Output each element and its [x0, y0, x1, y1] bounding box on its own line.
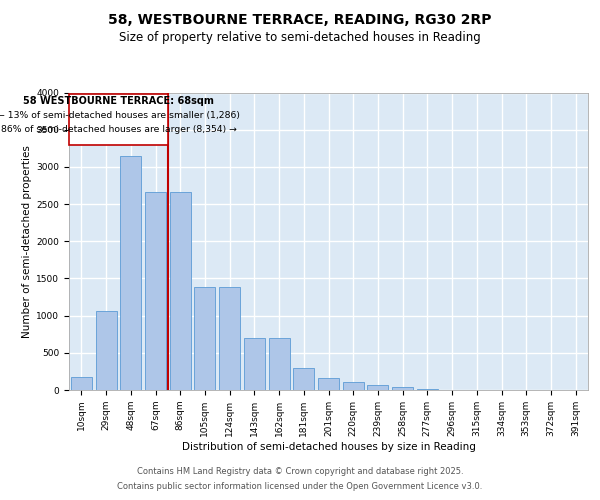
X-axis label: Distribution of semi-detached houses by size in Reading: Distribution of semi-detached houses by … [182, 442, 475, 452]
Bar [120, 156, 141, 390]
Text: 58, WESTBOURNE TERRACE, READING, RG30 2RP: 58, WESTBOURNE TERRACE, READING, RG30 2R… [108, 12, 492, 26]
Text: Contains HM Land Registry data © Crown copyright and database right 2025.: Contains HM Land Registry data © Crown c… [137, 467, 463, 476]
Bar [367, 385, 388, 390]
Bar [392, 387, 413, 390]
Bar [145, 192, 166, 390]
Bar [194, 286, 215, 390]
Text: 58 WESTBOURNE TERRACE: 68sqm: 58 WESTBOURNE TERRACE: 68sqm [23, 96, 214, 106]
Text: Contains public sector information licensed under the Open Government Licence v3: Contains public sector information licen… [118, 482, 482, 491]
Y-axis label: Number of semi-detached properties: Number of semi-detached properties [22, 145, 32, 338]
Bar [318, 378, 339, 390]
Text: 86% of semi-detached houses are larger (8,354) →: 86% of semi-detached houses are larger (… [1, 126, 236, 134]
Bar [95, 311, 116, 390]
Bar [219, 288, 240, 390]
Text: Size of property relative to semi-detached houses in Reading: Size of property relative to semi-detach… [119, 31, 481, 44]
Bar [343, 382, 364, 390]
Bar [269, 338, 290, 390]
FancyBboxPatch shape [70, 94, 168, 144]
Bar [170, 192, 191, 390]
Bar [293, 368, 314, 390]
Bar [71, 376, 92, 390]
Bar [244, 338, 265, 390]
Text: ← 13% of semi-detached houses are smaller (1,286): ← 13% of semi-detached houses are smalle… [0, 111, 240, 120]
